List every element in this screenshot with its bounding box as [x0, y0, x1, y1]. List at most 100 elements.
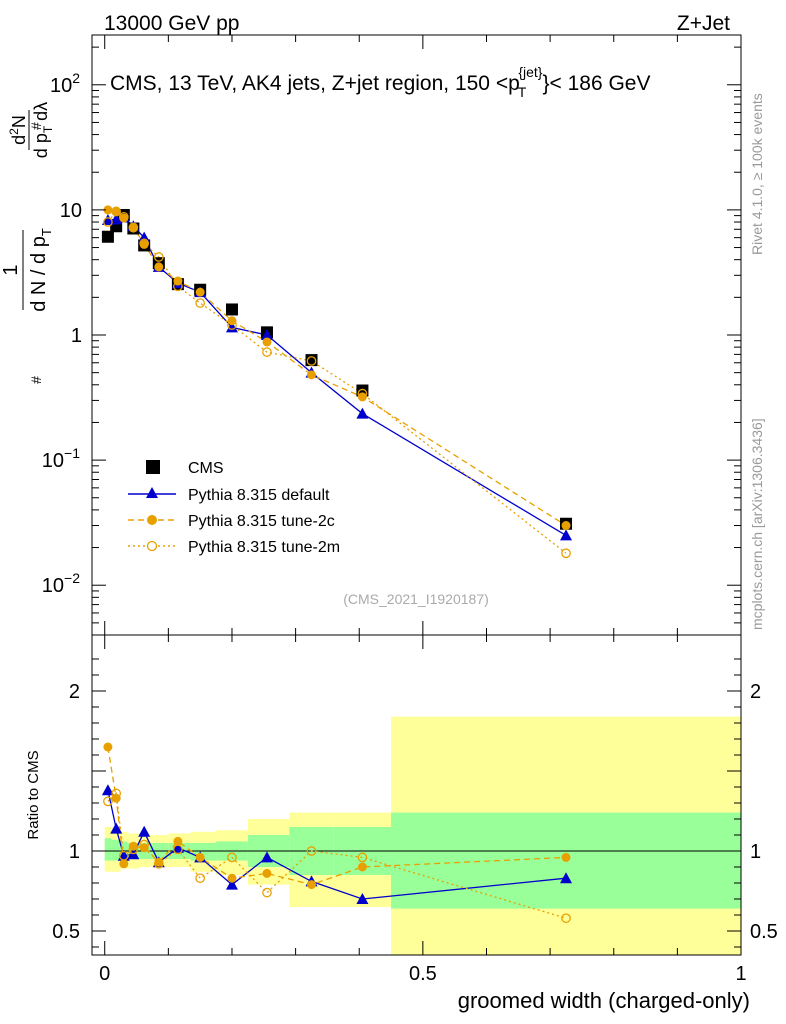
legend: CMS Pythia 8.315 default Pythia 8.315 tu… — [128, 460, 340, 556]
main-point-2-11 — [357, 392, 367, 402]
main-point-3-7 — [195, 298, 206, 308]
main-point-0-10 — [305, 354, 318, 367]
ratio-point-2-8 — [227, 852, 237, 863]
y-tick-label-main: 10−1 — [42, 445, 80, 472]
ratio-point-0-4 — [138, 825, 151, 837]
main-point-3-12 — [561, 548, 571, 559]
y-tick-label-ratio-left: 0.5 — [52, 921, 80, 943]
svg-text:d N / d pT: d N / d pT — [28, 228, 54, 312]
main-point-1-12 — [560, 529, 573, 541]
y-tick-label-main: 10 — [60, 200, 82, 222]
main-y-axis-label: d N / d pT 1 # # — [0, 122, 54, 384]
ratio-point-1-6 — [173, 836, 183, 846]
ratio-band-green-1 — [111, 839, 121, 861]
x-tick-label: 0.5 — [409, 963, 437, 985]
main-point-2-7 — [195, 287, 205, 297]
y-tick-label-ratio-right: 2 — [750, 681, 761, 703]
main-point-3-2 — [118, 211, 129, 222]
y-tick-label-ratio-right: 0.5 — [750, 921, 778, 943]
beam-label: 13000 GeV pp — [104, 12, 239, 35]
legend-label-cms: CMS — [188, 460, 224, 477]
ratio-point-2-0 — [103, 796, 113, 807]
legend-marker-cms — [146, 460, 160, 474]
main-line-2 — [107, 209, 567, 527]
ratio-point-2-4 — [139, 839, 150, 850]
ratio-point-2-3 — [128, 844, 139, 855]
mcplots-note: mcplots.cern.ch [arXiv:1306.3436] — [749, 418, 765, 630]
ratio-point-0-1 — [110, 822, 123, 834]
ratio-point-2-6 — [173, 844, 183, 855]
main-point-2-0 — [103, 205, 113, 215]
legend-marker-default — [146, 487, 158, 498]
main-line-1 — [107, 216, 567, 536]
main-point-3-9 — [262, 347, 272, 357]
ratio-point-1-7 — [195, 852, 205, 862]
main-point-3-5 — [153, 252, 164, 262]
main-point-1-11 — [356, 407, 369, 419]
ratio-point-2-9 — [262, 887, 272, 898]
ratio-point-0-9 — [260, 851, 273, 863]
svg-text:#: # — [28, 376, 44, 384]
ratio-point-2-12 — [561, 913, 571, 924]
rivet-note: Rivet 4.1.0, ≥ 100k events — [749, 93, 765, 255]
ratio-point-1-11 — [357, 862, 367, 872]
main-point-1-8 — [225, 321, 238, 333]
main-point-1-0 — [101, 214, 114, 226]
ratio-panel-frame — [91, 634, 742, 956]
svg-text:d2N: d2N — [7, 115, 29, 145]
main-point-3-6 — [173, 281, 183, 292]
ratio-uncertainty-bands — [92, 716, 741, 955]
ratio-point-1-10 — [307, 880, 317, 890]
process-label: Z+Jet — [677, 12, 730, 35]
ratio-point-1-0 — [103, 742, 113, 752]
main-point-0-0 — [101, 230, 114, 243]
x-tick-label: 1 — [735, 963, 746, 985]
legend-marker-tune-2m — [146, 540, 158, 552]
svg-text:1: 1 — [0, 264, 22, 275]
main-point-3-3 — [128, 222, 139, 233]
svg-text:#: # — [28, 122, 44, 130]
legend-label-tune-2c: Pythia 8.315 tune-2c — [188, 513, 335, 530]
y-tick-label-main: 102 — [50, 70, 80, 97]
ratio-point-1-3 — [128, 841, 138, 851]
main-point-3-8 — [227, 320, 237, 330]
ratio-point-0-11 — [356, 893, 369, 904]
legend-label-tune-2m: Pythia 8.315 tune-2m — [188, 539, 340, 556]
main-point-3-11 — [357, 388, 368, 399]
main-point-2-12 — [561, 521, 571, 531]
plot-title: CMS, 13 TeV, AK4 jets, Z+jet region, 150… — [110, 64, 650, 100]
main-point-3-4 — [139, 238, 150, 249]
ratio-point-1-9 — [262, 868, 272, 878]
y-tick-label-main: 1 — [71, 325, 82, 347]
legend-label-default: Pythia 8.315 default — [188, 487, 330, 504]
x-axis-label: groomed width (charged-only) — [458, 988, 750, 1013]
ratio-point-2-1 — [111, 788, 122, 799]
x-tick-label: 0 — [99, 963, 110, 985]
y-tick-label-ratio-left: 2 — [69, 681, 80, 703]
y-tick-label-main: 10−2 — [42, 570, 80, 597]
ratio-point-2-11 — [357, 852, 368, 863]
ratio-point-0-0 — [101, 784, 114, 796]
main-point-2-10 — [307, 370, 317, 380]
ratio-point-0-6 — [171, 841, 184, 853]
ratio-point-0-8 — [225, 878, 238, 890]
main-point-2-5 — [154, 262, 164, 272]
ratio-point-2-2 — [118, 850, 129, 861]
ratio-band-green-0 — [104, 838, 112, 861]
ratio-y-axis-label: Ratio to CMS — [25, 750, 42, 839]
ratio-point-1-12 — [561, 852, 571, 862]
ratio-point-2-7 — [195, 873, 206, 884]
analysis-id: (CMS_2021_I1920187) — [343, 591, 489, 607]
main-series — [101, 205, 573, 559]
ratio-point-2-5 — [153, 858, 164, 869]
ratio-point-2-10 — [306, 846, 317, 856]
main-point-2-9 — [262, 337, 272, 347]
main-line-3 — [107, 210, 567, 554]
main-point-0-8 — [225, 303, 238, 316]
legend-marker-tune-2c — [147, 515, 157, 525]
ratio-point-1-8 — [227, 873, 237, 883]
y-tick-label-ratio-left: 1 — [69, 841, 80, 863]
main-y-axis-label-numerator: d2N d pT dλ — [7, 102, 55, 158]
